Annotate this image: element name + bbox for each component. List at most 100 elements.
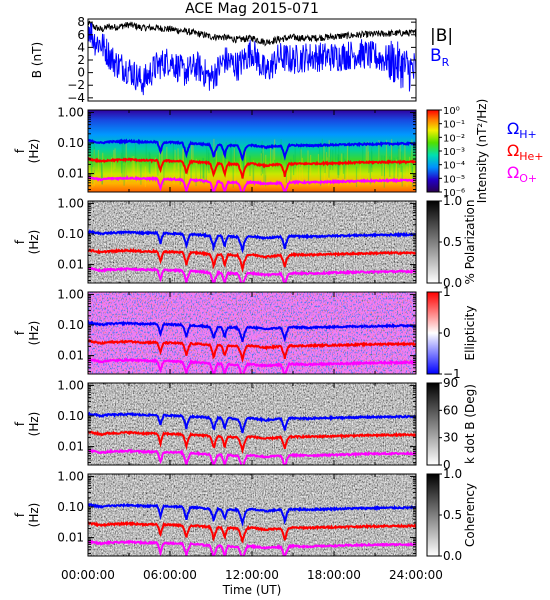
cyclotron-line-o <box>88 266 416 283</box>
y-tick-label: −2 <box>67 78 85 92</box>
colorbar-tick-label: 30 <box>443 431 458 445</box>
y-tick-label: 8 <box>77 15 85 29</box>
y-tick-label: 6 <box>77 28 85 42</box>
colorbar <box>426 473 440 557</box>
series-b-magnitude <box>87 20 416 47</box>
cyclotron-line-o <box>88 448 416 465</box>
spectrogram-image <box>88 474 416 556</box>
y-tick-label: 0.01 <box>57 440 84 454</box>
colorbar-tick-label: 1.0 <box>443 467 462 481</box>
x-axis: 00:00:00 06:00:00 12:00:00 18:00:00 24:0… <box>61 568 443 597</box>
colorbar-tick-label: 10⁻⁵ <box>443 174 465 185</box>
cyclotron-line-he <box>88 520 416 544</box>
cyclotron-line-h <box>88 229 416 254</box>
y-axis-label-unit: (Hz) <box>27 412 41 437</box>
x-tick-label-3: 18:00:00 <box>307 568 361 582</box>
colorbar <box>426 200 440 284</box>
cyclotron-line-he <box>88 156 416 179</box>
y-tick-label: 0.01 <box>57 167 84 181</box>
y-tick-label: 2 <box>77 53 85 67</box>
y-axis-label-f: f <box>13 421 27 426</box>
cyclotron-line-h <box>88 411 416 434</box>
y-axis-label-unit: (Hz) <box>27 321 41 346</box>
chart-title: ACE Mag 2015-071 <box>185 1 319 17</box>
colorbar <box>426 291 440 375</box>
colorbar-tick-label: 10⁻² <box>443 133 465 144</box>
x-tick-label-1: 06:00:00 <box>143 568 197 582</box>
colorbar-tick-label: 0.5 <box>443 508 462 522</box>
colorbar-tick-label: 10⁻³ <box>443 147 465 158</box>
colorbar-label: k dot B (Deg) <box>463 384 477 464</box>
y-tick-label: 0.10 <box>57 318 84 332</box>
y-tick-label: 0.01 <box>57 531 84 545</box>
spectrogram-image <box>88 292 416 374</box>
colorbar-label: Intensity (nT²/Hz) <box>475 99 489 204</box>
y-tick-label: 0.01 <box>57 258 84 272</box>
spectrogram-image <box>88 110 416 192</box>
legend-omega-h: ΩH+ <box>507 119 537 141</box>
spectrogram-noise <box>88 474 416 556</box>
y-tick-label: 1.00 <box>57 378 84 392</box>
x-tick-label-0: 00:00:00 <box>61 568 115 582</box>
colorbar-tick-label: 0.5 <box>443 235 462 249</box>
y-axis-label-unit: (Hz) <box>27 503 41 528</box>
colorbar-tick-label: 1 <box>443 285 451 299</box>
colorbar-tick-label: 0.0 <box>443 549 462 563</box>
legend-omega-o: ΩO+ <box>507 163 537 185</box>
colorbar-tick-label: 0 <box>443 326 451 340</box>
cyclotron-line-he <box>88 338 416 363</box>
cyclotron-line-h <box>88 502 416 528</box>
colorbar-tick-label: −1 <box>443 367 461 381</box>
y-axis-label-f: f <box>13 512 27 517</box>
y-tick-label: 0 <box>77 66 85 80</box>
colorbar-tick-label: 10⁻⁶ <box>443 188 465 199</box>
y-tick-label: 4 <box>77 40 85 54</box>
series-b-radial <box>87 22 417 96</box>
colorbar-tick-label: 1.0 <box>443 194 462 208</box>
colorbar-label: % Polarization <box>463 200 477 285</box>
colorbar <box>426 382 440 466</box>
y-tick-label: 0.10 <box>57 227 84 241</box>
legend-b-magnitude: |B| <box>430 26 453 46</box>
y-tick-label: 0.10 <box>57 409 84 423</box>
colorbar-tick-label: 10⁻⁴ <box>443 161 465 172</box>
panel-polarization: 1.00 0.10 0.01 f (Hz) 1.0 0.5 0.0% Polarization <box>13 194 477 290</box>
y-axis-label-f: f <box>13 330 27 335</box>
y-tick-label: 0.10 <box>57 136 84 150</box>
panel-wave-normal-angle: 1.00 0.10 0.01 f (Hz) 90 60 30 0 k dot B (Deg) <box>13 376 477 472</box>
y-axis-label-unit: (Hz) <box>27 230 41 255</box>
y-tick-label: 0.01 <box>57 349 84 363</box>
cyclotron-line-o <box>88 174 416 192</box>
cyclotron-line-he <box>88 247 416 273</box>
cyclotron-line-o <box>88 356 416 374</box>
colorbar-tick-label: 0.0 <box>443 276 462 290</box>
colorbar-tick-label: 60 <box>443 403 458 417</box>
y-tick-label: 1.00 <box>57 196 84 210</box>
y-tick-label: −4 <box>67 91 85 105</box>
y-tick-label: 1.00 <box>57 469 84 483</box>
x-axis-label: Time (UT) <box>222 583 282 597</box>
cyclotron-line-o <box>88 539 416 556</box>
colorbar-tick-label: 0 <box>443 458 451 472</box>
spectrogram-image <box>88 201 416 283</box>
cyclotron-line-h <box>88 320 416 343</box>
y-axis-label-f: f <box>13 148 27 153</box>
colorbar <box>426 109 440 193</box>
y-axis-label-unit: (Hz) <box>27 139 41 164</box>
spectrogram-image <box>88 383 416 465</box>
y-axis-label: B (nT) <box>30 42 44 78</box>
x-tick-label-4: 24:00:00 <box>389 568 443 582</box>
cyclotron-line-h <box>88 138 416 162</box>
legend-b-radial: BR <box>430 46 450 69</box>
panel-power-spectral-density: 1.00 0.10 0.01 f (Hz) 10⁰ 10⁻¹ 10⁻² 10⁻³ 10⁻⁴ 10⁻⁵… <box>13 99 489 204</box>
x-tick-label-2: 12:00:00 <box>225 568 279 582</box>
y-axis-label-f: f <box>13 239 27 244</box>
colorbar-tick-label: 10⁻¹ <box>443 120 465 131</box>
y-tick-label: 0.10 <box>57 500 84 514</box>
cyclotron-line-he <box>88 430 416 455</box>
